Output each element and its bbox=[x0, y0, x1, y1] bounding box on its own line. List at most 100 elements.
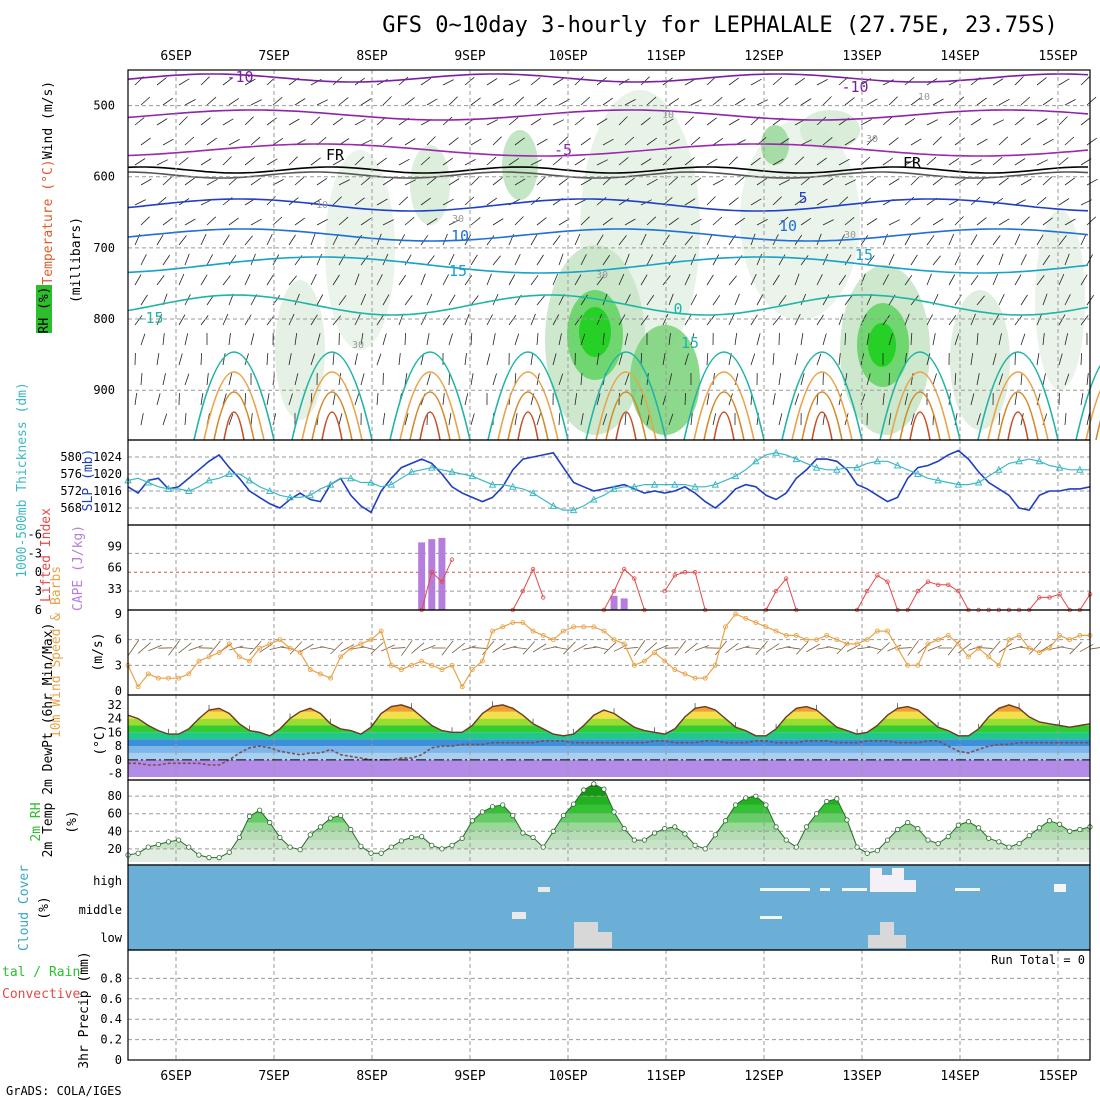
wind-barb bbox=[844, 295, 853, 306]
warm-contour-7-1 bbox=[889, 371, 951, 441]
cloud-patch-5 bbox=[955, 888, 980, 891]
rh-label-3: 30 bbox=[596, 270, 608, 281]
wind-barb bbox=[228, 217, 239, 226]
wind-barb bbox=[822, 219, 834, 226]
wind-barb bbox=[932, 136, 942, 146]
wind-barb bbox=[816, 79, 828, 86]
wind-barb bbox=[360, 217, 372, 226]
wind-barb bbox=[1042, 293, 1048, 306]
wind-speed-point bbox=[692, 675, 698, 681]
wind-barb bbox=[398, 158, 410, 166]
wind-barb bbox=[338, 373, 342, 386]
wind-barb bbox=[514, 137, 525, 146]
wind-barb bbox=[690, 333, 695, 346]
wind-barb bbox=[712, 294, 721, 306]
thickness-point bbox=[144, 478, 153, 486]
wind-barb bbox=[552, 235, 561, 246]
wind-barb bbox=[624, 333, 629, 346]
wind-barb bbox=[728, 77, 739, 86]
rh-point bbox=[277, 834, 283, 841]
surface-wind-barb bbox=[1039, 643, 1053, 653]
wind-barb bbox=[866, 333, 870, 346]
rh-point bbox=[621, 826, 627, 832]
wind-barb bbox=[442, 198, 454, 206]
wind-barb bbox=[932, 333, 936, 346]
wind-barb bbox=[536, 176, 546, 186]
rh-tick-3: 20 bbox=[108, 842, 122, 856]
wind-barb bbox=[404, 373, 408, 386]
thickness-point bbox=[610, 484, 618, 492]
wind-barb bbox=[228, 413, 234, 426]
wind-barb bbox=[228, 373, 233, 386]
surface-wind-barb bbox=[370, 642, 384, 654]
rh-point bbox=[1026, 833, 1032, 839]
wind-barb bbox=[1064, 218, 1076, 226]
wind-speed-point bbox=[935, 637, 941, 643]
wind-barb bbox=[640, 315, 649, 326]
wind-barb bbox=[178, 273, 185, 286]
millibars-axis-label: (millibars) bbox=[69, 217, 84, 303]
surface-wind-barb bbox=[391, 647, 406, 649]
bottom-date-label-1: 7SEP bbox=[258, 1069, 289, 1084]
wind-barb bbox=[860, 119, 872, 126]
wind-barb bbox=[684, 353, 689, 366]
wind-barb bbox=[976, 97, 987, 106]
wind-barb bbox=[332, 117, 343, 126]
wind-barb bbox=[442, 79, 454, 86]
wind-barb bbox=[558, 412, 561, 426]
rh-point bbox=[267, 819, 273, 826]
temp-axis-label-right: (°C) bbox=[93, 724, 108, 755]
wind-barb bbox=[662, 353, 666, 366]
wind-barb bbox=[998, 412, 1001, 426]
top-date-label-0: 6SEP bbox=[160, 49, 191, 64]
wind-barb bbox=[580, 216, 590, 226]
wind-barb bbox=[778, 373, 782, 386]
rh-point bbox=[510, 812, 516, 819]
wind-barb bbox=[486, 314, 493, 326]
wind-speed-point bbox=[530, 628, 536, 634]
rh-point bbox=[682, 831, 688, 837]
wind-barb bbox=[1042, 373, 1046, 386]
wind-barb bbox=[778, 97, 789, 106]
rh-point bbox=[216, 855, 222, 861]
surface-wind-barb bbox=[633, 640, 646, 656]
rh-point bbox=[925, 837, 931, 843]
wind-barb bbox=[404, 97, 415, 106]
wind-barb bbox=[448, 372, 450, 386]
wind-barb bbox=[734, 293, 740, 306]
wind-barb bbox=[954, 372, 957, 386]
wind-speed-point bbox=[429, 662, 435, 668]
wind-barb bbox=[998, 218, 1010, 226]
wind-barb bbox=[932, 177, 943, 186]
surface-wind-barb bbox=[654, 644, 669, 652]
lifted-index-point bbox=[956, 588, 961, 594]
wind-speed-point bbox=[176, 675, 182, 681]
rh-bands bbox=[128, 783, 1090, 862]
wind-barb bbox=[288, 234, 296, 246]
surface-wind-barb bbox=[684, 642, 698, 654]
wind-barb bbox=[646, 178, 658, 186]
wind-barb bbox=[404, 216, 415, 226]
thickness-point bbox=[428, 463, 436, 471]
temp-line bbox=[127, 704, 1091, 737]
wind-barb bbox=[624, 218, 636, 226]
cloud-patch-10 bbox=[892, 868, 904, 892]
wind-barb bbox=[976, 138, 988, 146]
wind-barb bbox=[794, 353, 798, 366]
wind-barb bbox=[910, 217, 921, 226]
wind-barb bbox=[184, 99, 196, 106]
date-axes: 6SEP 6SEP 7SEP 7SEP 8SEP 8SEP 9SEP 9SEP 10SEP 10S… bbox=[160, 49, 1077, 1084]
warm-contour-2-3 bbox=[419, 411, 441, 441]
wind-barb bbox=[310, 314, 318, 326]
rh-point bbox=[297, 847, 303, 853]
rh-point bbox=[530, 834, 536, 841]
wind-speed-point bbox=[196, 658, 202, 664]
wind-barb bbox=[772, 76, 783, 86]
wind-barb bbox=[354, 156, 365, 166]
li-tick-1: -3 bbox=[28, 546, 42, 560]
wind-barb bbox=[206, 216, 217, 226]
wind-speed-point bbox=[804, 637, 809, 643]
wind-speed-point bbox=[540, 632, 546, 638]
surface-wind-barb bbox=[188, 645, 203, 651]
